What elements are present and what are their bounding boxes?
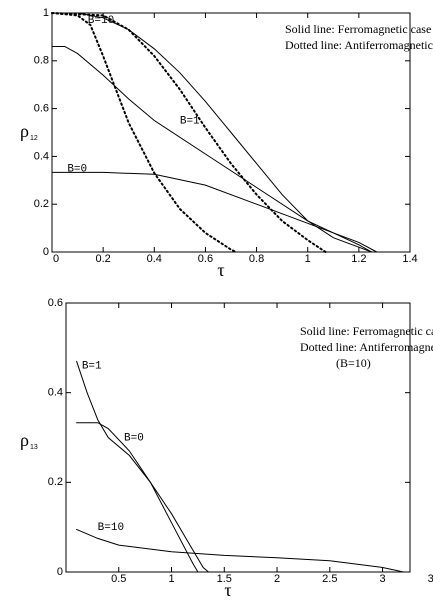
y-tick-label: 0.2 <box>34 198 49 210</box>
y-axis-subscript: 12 <box>30 135 38 142</box>
x-tick-label: 1.5 <box>217 573 232 585</box>
dotted-line <box>51 12 327 253</box>
solid-line <box>51 171 378 253</box>
annotation: Solid line: Ferromagnetic case <box>285 22 431 36</box>
curve-label: B=1 <box>82 361 102 373</box>
solid-line <box>76 360 209 573</box>
x-tick-label: 2 <box>274 573 280 585</box>
solid-line <box>76 422 199 573</box>
x-tick-label: 0.8 <box>249 253 264 265</box>
curve-label: B=10 <box>98 522 124 534</box>
annotation: Solid line: Ferromagnetic case <box>300 324 433 338</box>
y-tick-label: 0.2 <box>48 476 63 488</box>
plot-frame <box>51 12 411 253</box>
x-tick-label: 1 <box>168 573 174 585</box>
y-tick-label: 0.6 <box>48 297 63 309</box>
y-tick-label: 0 <box>57 566 63 578</box>
y-tick-label: 0 <box>43 246 49 258</box>
solid-line <box>51 12 373 253</box>
annotation: (B=10) <box>336 356 371 370</box>
x-tick-label: 1.2 <box>351 253 366 265</box>
y-axis-subscript: 13 <box>30 444 38 451</box>
x-tick-label: 0.6 <box>198 253 213 265</box>
y-tick-label: 0.4 <box>48 387 63 399</box>
curve-label: B=0 <box>67 163 87 175</box>
x-axis-label: τ <box>224 580 231 600</box>
x-tick-label: 3 <box>380 573 386 585</box>
annotation: Dotted line: Antiferromagnetic case <box>300 340 433 354</box>
curve-label: B=1 <box>180 115 200 127</box>
solid-line <box>51 46 373 253</box>
x-tick-label: 1.4 <box>402 253 417 265</box>
x-tick-label: 0.5 <box>111 573 126 585</box>
y-tick-label: 0.4 <box>34 150 49 162</box>
y-tick-label: 0.8 <box>34 55 49 67</box>
x-tick-label: 2.5 <box>322 573 337 585</box>
x-tick-label: 0 <box>53 253 59 265</box>
dotted-line <box>51 12 238 253</box>
x-tick-label: 3.5 <box>428 573 433 585</box>
x-tick-label: 1 <box>305 253 311 265</box>
y-axis-label: ρ <box>20 121 29 141</box>
y-axis-label: ρ <box>20 430 29 450</box>
annotation: Dotted line: Antiferromagnetic case <box>285 38 433 52</box>
x-axis-label: τ <box>217 260 224 280</box>
curve-label: B=0 <box>124 432 144 444</box>
plot-frame <box>65 302 411 573</box>
x-tick-label: 0.4 <box>147 253 162 265</box>
x-tick-label: 0.2 <box>95 253 110 265</box>
y-tick-label: 0.6 <box>34 103 49 115</box>
solid-line <box>76 528 405 573</box>
curve-label: B=10 <box>88 15 114 27</box>
y-tick-label: 1 <box>43 7 49 19</box>
